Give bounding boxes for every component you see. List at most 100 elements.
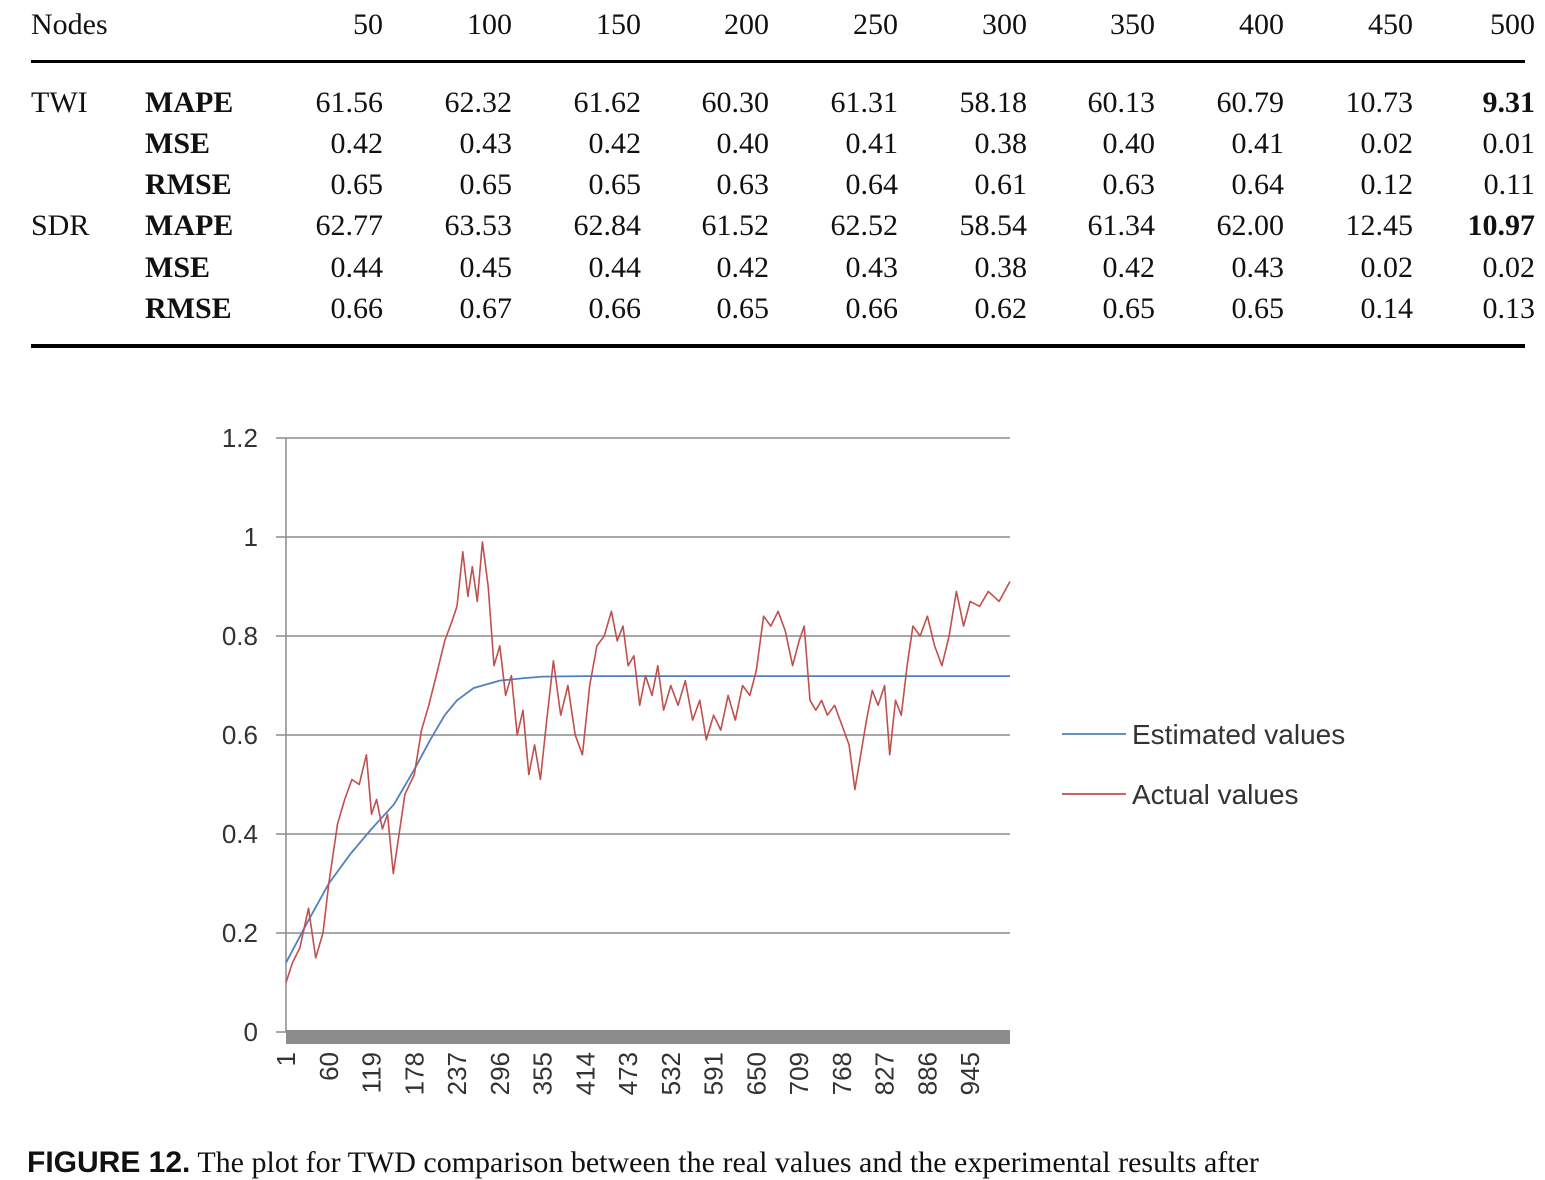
metric-label: RMSE [145,168,232,201]
table-cell: 0.42 [1102,251,1156,284]
table-cell: 0.38 [974,127,1028,160]
table-cell: 9.31 [1482,86,1536,119]
x-tick-label: 591 [699,1052,729,1095]
line-chart: 0 0.2 0.4 0.6 0.8 1 1.2 1 60 119 178 237 296 355 414 4… [222,423,1345,1095]
header-nodes: Nodes [31,8,108,41]
group-label: TWI [31,86,88,119]
header-250: 250 [853,8,898,41]
x-tick-label: 709 [784,1052,814,1095]
table-cell: 0.43 [1231,251,1285,284]
x-tick-label: 1 [271,1052,301,1066]
y-tick-label: 0.8 [222,621,258,651]
table-cell: 0.63 [716,168,770,201]
table-row: TWI MAPE 61.56 62.32 61.62 60.30 61.31 58.18 60.… [31,83,1535,123]
x-tick-label: 532 [656,1052,686,1095]
table-cell: 61.31 [830,86,899,119]
table-cell: 0.44 [330,251,384,284]
legend-label: Actual values [1132,779,1299,810]
table-cell: 0.44 [588,251,642,284]
table-cell: 0.63 [1102,168,1156,201]
table-cell: 0.66 [588,292,642,325]
table-cell: 0.02 [1360,251,1414,284]
table-cell: 61.62 [573,86,642,119]
table-cell: 0.13 [1482,292,1536,325]
y-tick-labels: 0 0.2 0.4 0.6 0.8 1 1.2 [222,423,258,1047]
header-300: 300 [982,8,1027,41]
table-cell: 0.42 [588,127,642,160]
legend-label: Estimated values [1132,719,1345,750]
table-header-row: Nodes 50 100 150 200 250 300 350 400 450… [31,5,1535,45]
table-row: RMSE 0.66 0.67 0.66 0.65 0.66 0.62 0.65 0.65 0.14… [31,289,1535,329]
header-150: 150 [596,8,641,41]
table-cell: 0.01 [1482,127,1536,160]
table-cell: 0.61 [974,168,1028,201]
x-tick-label: 827 [870,1052,900,1095]
header-200: 200 [724,8,769,41]
table-cell: 0.38 [974,251,1028,284]
metric-label: MSE [145,127,211,160]
table-cell: 60.79 [1216,86,1285,119]
series-line-actual [285,541,1011,983]
y-tick-label: 0.6 [222,720,258,750]
table-cell: 0.65 [716,292,770,325]
y-tick-label: 1 [244,522,258,552]
table-cell: 0.65 [330,168,384,201]
table-cell: 62.52 [830,209,899,242]
metric-label: MSE [145,251,211,284]
table-cell: 60.13 [1087,86,1156,119]
header-350: 350 [1110,8,1155,41]
x-tick-label: 768 [827,1052,857,1095]
table-cell: 0.64 [1231,168,1285,201]
table-cell: 0.43 [459,127,513,160]
table-cell: 0.43 [845,251,899,284]
table-cell: 0.66 [845,292,899,325]
table-cell: 63.53 [444,209,513,242]
x-tick-label: 414 [570,1052,600,1095]
caption-label: FIGURE 12. [27,1146,191,1179]
x-tick-label: 945 [955,1052,985,1095]
table-cell: 10.97 [1467,209,1536,242]
table-cell: 0.40 [1102,127,1156,160]
table-cell: 62.84 [573,209,642,242]
table-cell: 12.45 [1345,209,1414,242]
series-lines [285,541,1011,983]
table-cell: 0.11 [1483,168,1535,201]
x-tick-label: 650 [741,1052,771,1095]
metric-label: MAPE [145,86,234,119]
caption-text: The plot for TWD comparison between the … [197,1146,1259,1179]
y-tick-label: 0.2 [222,918,258,948]
table-cell: 0.14 [1360,292,1414,325]
header-500: 500 [1490,8,1535,41]
table-cell: 62.77 [315,209,384,242]
axes [285,438,1010,1044]
table-row: SDR MAPE 62.77 63.53 62.84 61.52 62.52 58.54 61.… [31,206,1535,246]
table-cell: 0.42 [716,251,770,284]
table-cell: 61.34 [1087,209,1156,242]
table-row: MSE 0.44 0.45 0.44 0.42 0.43 0.38 0.42 0.43 0.02 0… [31,248,1535,288]
series-line-estimated [285,675,1010,964]
table-cell: 0.65 [1231,292,1285,325]
table-cell: 62.00 [1216,209,1285,242]
table-cell: 0.40 [716,127,770,160]
table-cell: 0.64 [845,168,899,201]
bottom-rule [31,344,1525,348]
table-cell: 58.54 [959,209,1028,242]
table-cell: 0.12 [1360,168,1414,201]
y-tick-label: 0.4 [222,819,258,849]
table-cell: 0.41 [1231,127,1285,160]
header-450: 450 [1368,8,1413,41]
header-50: 50 [353,8,383,41]
y-tick-label: 0 [244,1017,258,1047]
table-cell: 0.65 [459,168,513,201]
x-tick-labels: 1 60 119 178 237 296 355 414 473 532 591 650 709 768 8… [271,1052,985,1095]
x-tick-label: 178 [399,1052,429,1095]
metric-label: MAPE [145,209,234,242]
x-tick-label: 886 [912,1052,942,1095]
header-400: 400 [1239,8,1284,41]
table-cell: 61.56 [315,86,384,119]
table-cell: 62.32 [444,86,513,119]
y-tick-label: 1.2 [222,423,258,453]
table-cell: 0.65 [588,168,642,201]
figure-caption: FIGURE 12. The plot for TWD comparison b… [27,1146,1259,1180]
legend: Estimated values Actual values [1062,719,1345,810]
